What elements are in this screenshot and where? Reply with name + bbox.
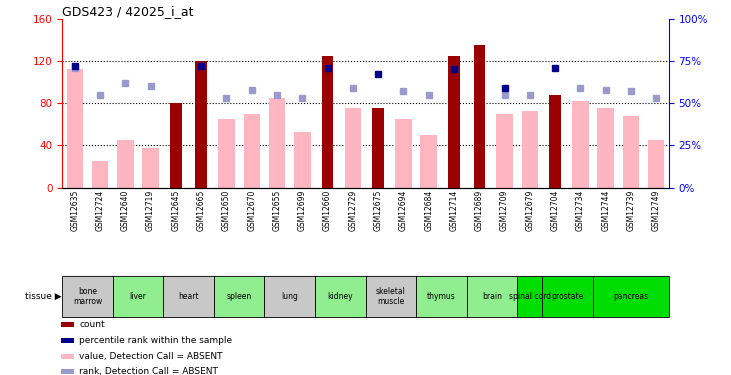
Bar [572,101,588,188]
Text: GDS423 / 42025_i_at: GDS423 / 42025_i_at [62,4,194,18]
Text: bone
marrow: bone marrow [73,286,102,306]
Bar [550,95,561,188]
Bar [344,108,361,188]
Bar [593,276,669,317]
Bar [243,114,260,188]
Text: rank, Detection Call = ABSENT: rank, Detection Call = ABSENT [80,367,219,375]
Bar [269,98,285,188]
Bar [420,135,437,188]
Text: thymus: thymus [427,292,455,301]
Bar [61,354,75,359]
Bar [448,56,460,188]
Bar [518,276,542,317]
Text: heart: heart [178,292,199,301]
Text: lung: lung [281,292,298,301]
Text: value, Detection Call = ABSENT: value, Detection Call = ABSENT [80,352,223,361]
Text: count: count [80,320,105,329]
Bar [265,276,315,317]
Text: GSM12749: GSM12749 [652,189,661,231]
Text: GSM12684: GSM12684 [424,189,433,231]
Bar [597,108,614,188]
Text: spleen: spleen [227,292,251,301]
Text: percentile rank within the sample: percentile rank within the sample [80,336,232,345]
Text: GSM12734: GSM12734 [576,189,585,231]
Bar [474,45,485,188]
Text: GSM12645: GSM12645 [171,189,181,231]
Bar [61,369,75,374]
Text: GSM12679: GSM12679 [526,189,534,231]
Bar [67,69,83,188]
Bar [163,276,213,317]
Text: GSM12655: GSM12655 [273,189,281,231]
Bar [395,119,412,188]
Text: brain: brain [482,292,502,301]
Text: prostate: prostate [552,292,584,301]
Text: spinal cord: spinal cord [509,292,551,301]
Text: GSM12719: GSM12719 [146,189,155,231]
Text: GSM12650: GSM12650 [222,189,231,231]
Bar [322,56,333,188]
Text: GSM12640: GSM12640 [121,189,130,231]
Text: GSM12689: GSM12689 [474,189,484,231]
Bar [219,119,235,188]
Bar [416,276,466,317]
Bar [195,61,207,188]
Bar [61,322,75,327]
Text: GSM12724: GSM12724 [96,189,105,231]
Text: GSM12729: GSM12729 [349,189,357,231]
Bar [143,148,159,188]
Bar [62,276,113,317]
Bar [315,276,366,317]
Bar [373,108,384,188]
Bar [213,276,265,317]
Text: GSM12699: GSM12699 [298,189,307,231]
Bar [92,161,108,188]
Bar [648,140,664,188]
Text: tissue ▶: tissue ▶ [25,292,61,301]
Bar [466,276,518,317]
Bar [522,111,538,188]
Bar [117,140,134,188]
Bar [496,114,512,188]
Text: liver: liver [129,292,146,301]
Bar [113,276,163,317]
Text: GSM12739: GSM12739 [626,189,635,231]
Bar [61,338,75,343]
Bar [542,276,593,317]
Text: GSM12744: GSM12744 [601,189,610,231]
Text: GSM12709: GSM12709 [500,189,509,231]
Text: skeletal
muscle: skeletal muscle [376,286,406,306]
Text: pancreas: pancreas [613,292,648,301]
Bar [170,103,181,188]
Text: GSM12675: GSM12675 [374,189,382,231]
Text: GSM12670: GSM12670 [247,189,257,231]
Bar [366,276,416,317]
Text: GSM12694: GSM12694 [399,189,408,231]
Bar [623,116,639,188]
Text: GSM12704: GSM12704 [550,189,560,231]
Text: GSM12660: GSM12660 [323,189,332,231]
Text: GSM12665: GSM12665 [197,189,205,231]
Text: kidney: kidney [327,292,353,301]
Bar [294,132,311,188]
Text: GSM12714: GSM12714 [450,189,458,231]
Text: GSM12635: GSM12635 [70,189,79,231]
